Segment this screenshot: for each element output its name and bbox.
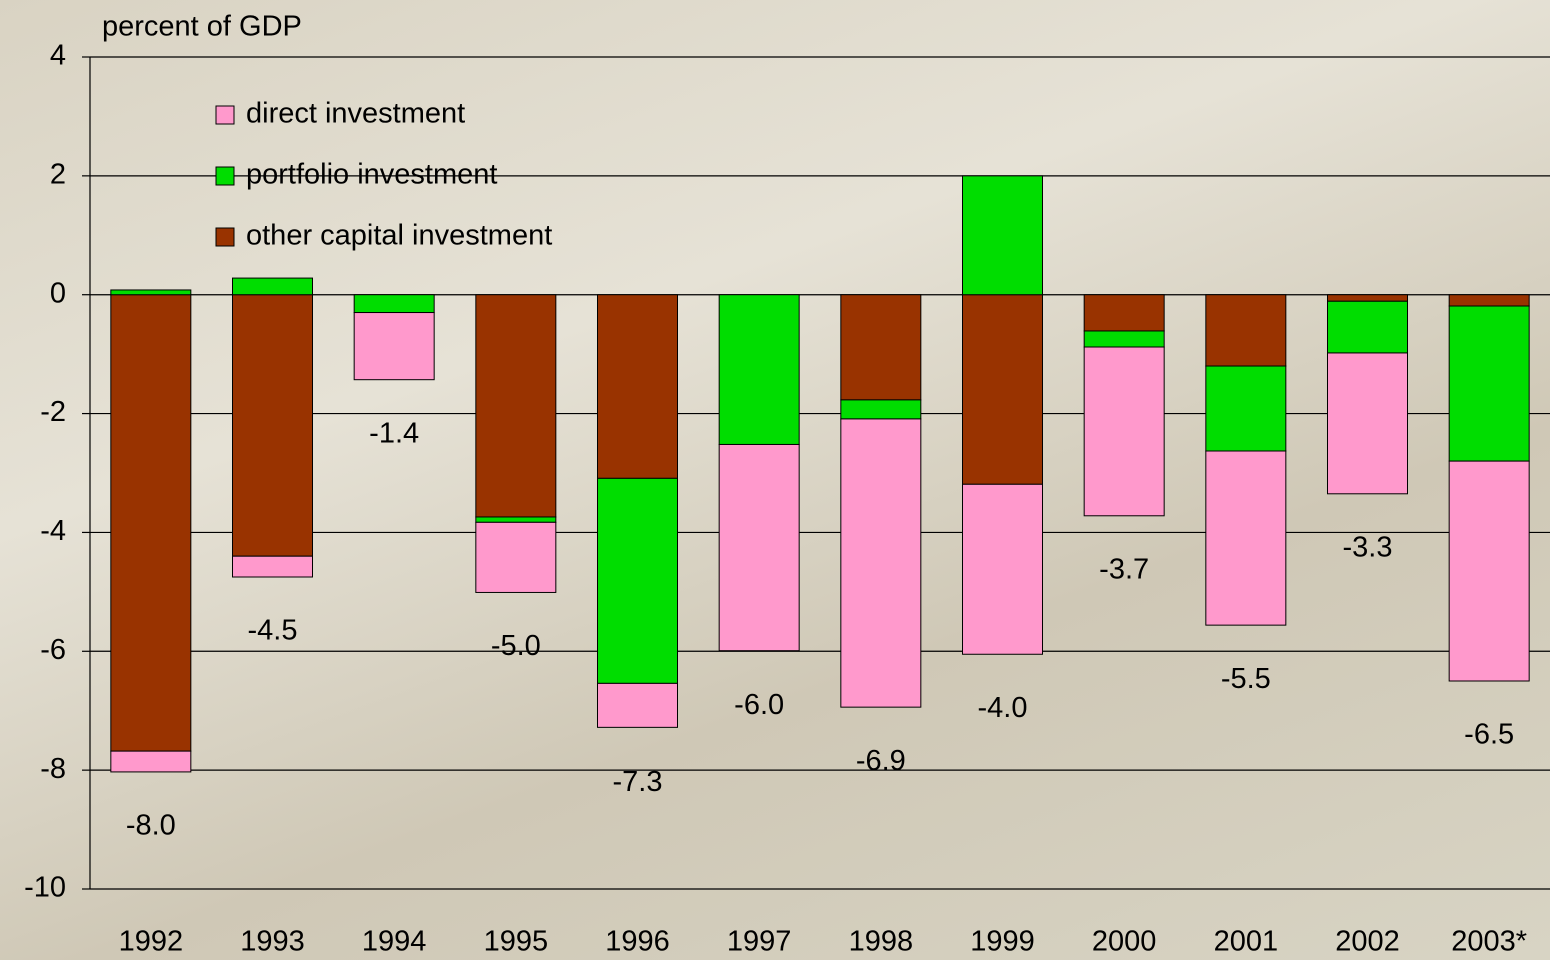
bar-segment xyxy=(110,289,192,296)
bar-segment xyxy=(232,277,313,296)
y-tick-label: -4 xyxy=(40,515,66,547)
legend-swatch xyxy=(215,227,235,247)
total-label: -3.7 xyxy=(1099,553,1149,585)
bar-segment xyxy=(232,555,313,578)
bar-segment xyxy=(1448,294,1530,307)
y-tick-label: 2 xyxy=(50,159,66,191)
bar-segment xyxy=(475,516,557,523)
bar-segment xyxy=(110,294,192,752)
total-label: -6.9 xyxy=(856,745,906,777)
y-tick-label: 0 xyxy=(50,277,66,309)
bar-segment xyxy=(597,682,678,728)
bar-segment xyxy=(718,443,800,652)
total-label: -6.0 xyxy=(734,689,784,721)
total-label: -1.4 xyxy=(369,417,419,449)
x-tick-label: 1993 xyxy=(240,926,305,958)
bar-segment xyxy=(1205,294,1287,367)
bar-segment xyxy=(475,294,557,518)
y-tick-label: -8 xyxy=(40,753,66,785)
x-tick-label: 2000 xyxy=(1092,926,1157,958)
bar-segment xyxy=(1327,294,1408,302)
bar-segment xyxy=(353,294,435,314)
bar-segment xyxy=(1327,300,1408,354)
y-tick-label: -10 xyxy=(24,872,66,904)
total-label: -4.0 xyxy=(978,692,1028,724)
x-tick-label: 1997 xyxy=(727,926,792,958)
total-label: -5.0 xyxy=(491,630,541,662)
bar-segment xyxy=(1448,305,1530,462)
bar-segment xyxy=(475,521,557,593)
bar-segment xyxy=(1083,330,1165,348)
bar-segment xyxy=(232,294,313,557)
x-tick-label: 2001 xyxy=(1214,926,1279,958)
bar-segment xyxy=(962,175,1043,296)
legend-swatch xyxy=(215,105,235,125)
bar-segment xyxy=(840,294,922,401)
legend-swatch xyxy=(215,166,235,186)
legend-label: portfolio investment xyxy=(246,159,497,191)
x-tick-label: 1992 xyxy=(119,926,184,958)
y-tick-label: -6 xyxy=(40,634,66,666)
bar-segment xyxy=(1448,460,1530,682)
bar-segment xyxy=(597,477,678,684)
bar-segment xyxy=(1083,346,1165,517)
x-tick-label: 1996 xyxy=(605,926,670,958)
bar-segment xyxy=(962,483,1043,655)
x-tick-label: 1999 xyxy=(970,926,1035,958)
total-label: -3.3 xyxy=(1343,531,1393,563)
bar-segment xyxy=(718,294,800,445)
y-tick-label: 4 xyxy=(50,40,66,72)
x-tick-label: 1994 xyxy=(362,926,427,958)
x-tick-label: 1995 xyxy=(484,926,549,958)
total-label: -5.5 xyxy=(1221,663,1271,695)
bar-segment xyxy=(840,418,922,708)
bar-segment xyxy=(1205,365,1287,452)
legend-label: other capital investment xyxy=(246,220,552,252)
bar-segment xyxy=(110,750,192,773)
legend-label: direct investment xyxy=(246,98,465,130)
bar-segment xyxy=(353,312,435,381)
x-tick-label: 1998 xyxy=(849,926,914,958)
bar-segment xyxy=(840,399,922,420)
total-label: -7.3 xyxy=(613,766,663,798)
x-tick-label: 2003* xyxy=(1451,926,1527,958)
x-tick-label: 2002 xyxy=(1335,926,1400,958)
bar-segment xyxy=(1205,450,1287,626)
total-label: -4.5 xyxy=(248,615,298,647)
bar-segment xyxy=(1327,352,1408,495)
total-label: -6.5 xyxy=(1464,719,1514,751)
total-label: -8.0 xyxy=(126,810,176,842)
bar-segment xyxy=(597,294,678,479)
bar-segment xyxy=(962,294,1043,485)
y-axis-label: percent of GDP xyxy=(102,11,302,43)
bar-segment xyxy=(1083,294,1165,332)
y-tick-label: -2 xyxy=(40,396,66,428)
